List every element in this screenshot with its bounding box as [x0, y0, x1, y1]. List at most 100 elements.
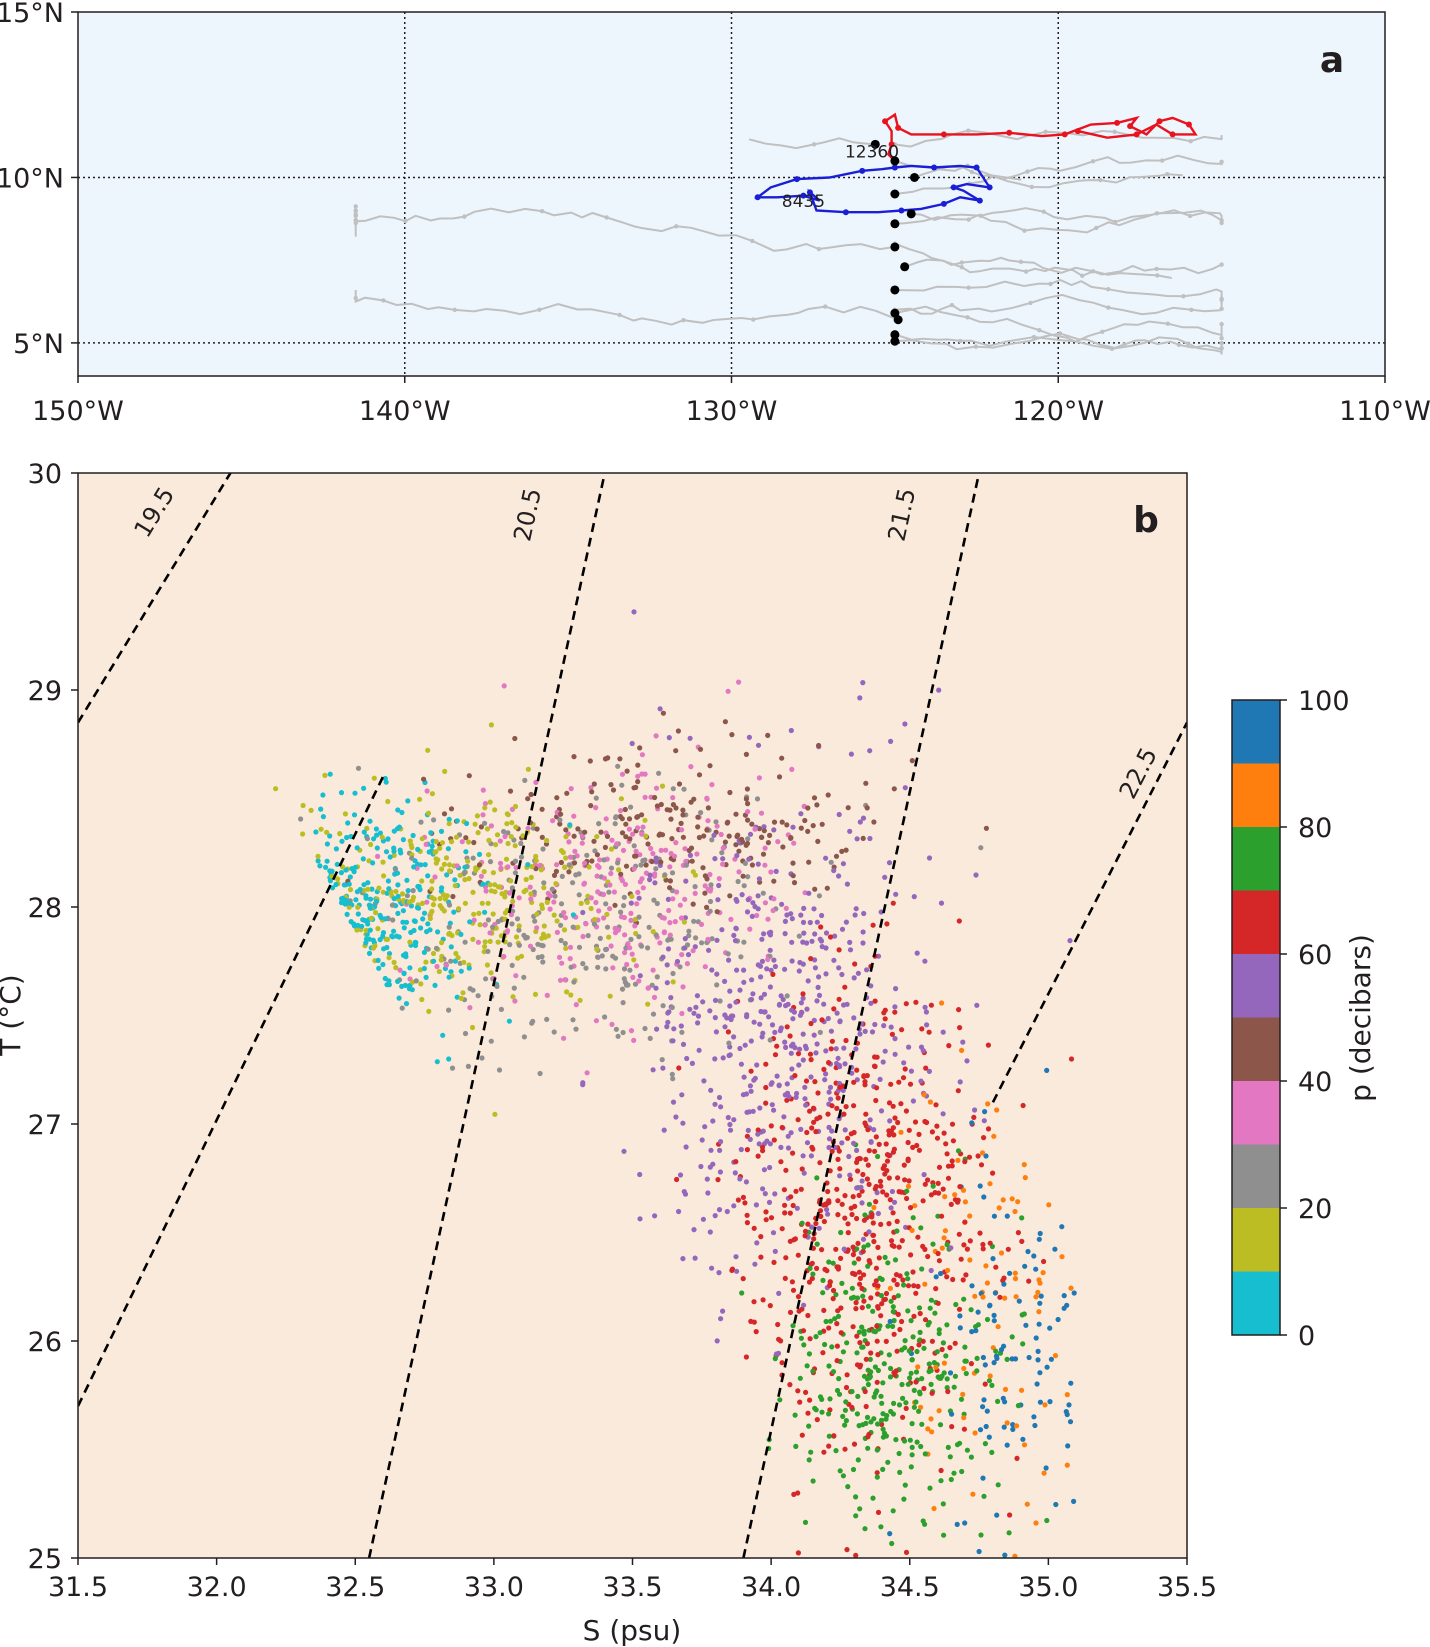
ts-point — [557, 977, 564, 983]
ts-point — [629, 951, 635, 957]
ts-point — [1004, 1420, 1010, 1426]
ts-point — [886, 1132, 892, 1138]
ts-point — [805, 1410, 811, 1416]
ts-point — [962, 1159, 968, 1165]
ts-point — [771, 957, 777, 963]
track-point-8435 — [898, 207, 905, 214]
salinity-tick-label: 34.5 — [880, 1572, 940, 1603]
ts-point — [670, 896, 676, 902]
ts-point — [659, 783, 666, 789]
ts-point — [843, 1399, 849, 1405]
ts-point — [653, 866, 659, 872]
ts-point — [554, 918, 560, 924]
ts-point — [1009, 1356, 1015, 1362]
ts-point — [806, 1351, 813, 1357]
ts-point — [918, 1443, 924, 1450]
ts-point — [810, 1478, 816, 1484]
ts-point — [986, 1434, 992, 1440]
ts-point — [540, 846, 546, 852]
ts-point — [791, 840, 797, 846]
ts-point — [799, 1432, 805, 1438]
ts-point — [830, 1260, 836, 1266]
ts-point — [802, 1096, 808, 1102]
ts-point — [1064, 1462, 1070, 1468]
ts-point — [638, 943, 645, 949]
ts-point — [948, 1201, 954, 1207]
ts-point — [510, 994, 516, 1000]
ts-point — [881, 1163, 888, 1169]
ts-point — [363, 927, 369, 934]
ts-point — [452, 958, 458, 964]
ts-point — [716, 1094, 723, 1101]
ts-point — [383, 849, 390, 855]
ts-point — [957, 1184, 963, 1190]
ts-point — [754, 912, 760, 919]
ts-point — [919, 1421, 925, 1427]
ts-point — [813, 1050, 819, 1056]
ts-point — [807, 1336, 813, 1342]
ts-point — [378, 914, 384, 921]
ts-point — [525, 766, 532, 772]
ts-point — [981, 1397, 987, 1403]
ts-point — [823, 1071, 829, 1077]
track-point-8435 — [973, 164, 980, 171]
ts-point — [796, 933, 802, 939]
ts-point — [570, 912, 577, 918]
ts-point — [695, 814, 701, 820]
ts-point — [888, 738, 894, 745]
ts-point — [670, 1038, 676, 1044]
ts-point — [996, 1205, 1002, 1211]
ts-point — [463, 849, 469, 855]
ts-point — [429, 886, 435, 892]
ts-point — [409, 855, 415, 861]
ts-point — [883, 1141, 889, 1147]
ts-point — [673, 748, 679, 754]
ts-point — [859, 1324, 865, 1330]
ts-point — [704, 876, 710, 882]
ts-point — [629, 740, 635, 747]
ts-point — [664, 962, 670, 968]
ts-point — [879, 1276, 885, 1283]
ts-point — [484, 962, 490, 968]
ts-point — [956, 1306, 963, 1312]
ts-point — [676, 1208, 682, 1215]
ts-point — [734, 833, 740, 840]
ts-point — [1033, 1266, 1039, 1272]
ts-point — [418, 981, 424, 987]
ts-point — [875, 1421, 881, 1427]
background-track-point — [958, 338, 963, 344]
ts-point — [733, 999, 739, 1005]
ts-point — [828, 1046, 834, 1052]
ts-point — [963, 1370, 969, 1377]
ts-point — [864, 1073, 870, 1079]
ts-point — [756, 1141, 762, 1147]
ts-point — [863, 1111, 869, 1117]
ts-point — [919, 1266, 925, 1272]
ts-point — [443, 855, 450, 861]
ts-point — [675, 728, 682, 734]
ts-point — [857, 1031, 863, 1037]
ts-point — [898, 1189, 905, 1195]
ts-point — [308, 807, 314, 814]
ts-point — [917, 1389, 923, 1395]
ts-point — [1064, 1411, 1070, 1418]
ts-point — [798, 912, 804, 918]
track-point-12360 — [1074, 128, 1081, 135]
ts-point — [647, 1035, 653, 1041]
ts-point — [944, 1376, 950, 1382]
deployment-point — [890, 242, 900, 252]
ts-point — [851, 1129, 857, 1136]
ts-point — [906, 1178, 912, 1184]
background-track-point — [462, 214, 467, 219]
ts-point — [790, 1287, 797, 1293]
ts-point — [839, 1201, 845, 1207]
ts-point — [621, 903, 627, 909]
ts-point — [643, 862, 649, 868]
ts-point — [803, 1078, 810, 1084]
ts-point — [720, 861, 726, 867]
ts-point — [771, 819, 778, 825]
ts-point — [967, 1213, 973, 1219]
ts-point — [391, 848, 397, 854]
ts-point — [450, 893, 456, 900]
ts-point — [541, 880, 547, 886]
